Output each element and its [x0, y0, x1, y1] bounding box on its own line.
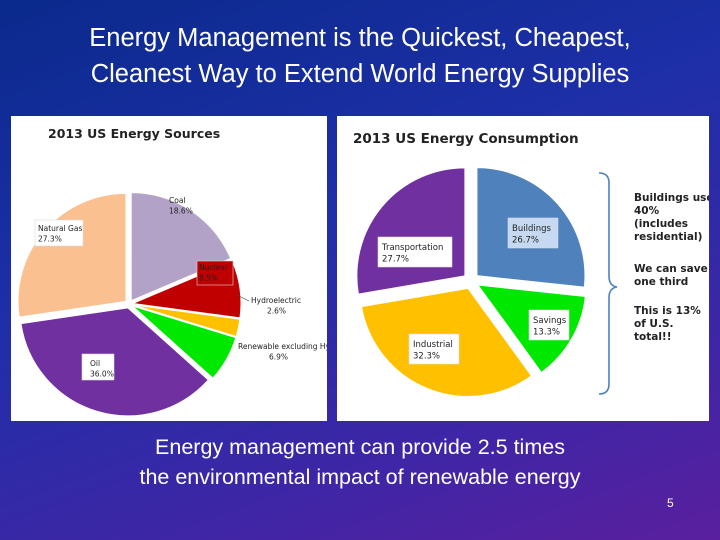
- data-label-name: Renewable excluding Hydro: [238, 342, 327, 351]
- energy-sources-chart: 2013 US Energy Sources Coal 18.6% Nuclear 8…: [17, 126, 343, 417]
- pie-slice-coal: [130, 192, 232, 302]
- leader-line: [234, 293, 250, 302]
- data-label-transportation: Transportation 27.7%: [377, 236, 453, 268]
- data-label-name: Nuclear: [199, 263, 229, 272]
- annotation-line: one third: [634, 276, 688, 288]
- data-label-savings: Savings 13.3%: [528, 309, 570, 341]
- annotation-line: 40%: [634, 205, 660, 217]
- energy-sources-title: 2013 US Energy Sources: [48, 126, 220, 141]
- pie-slice-oil: [20, 307, 209, 417]
- annotation-line: This is 13%: [634, 305, 701, 317]
- data-label-industrial: Industrial 32.3%: [408, 333, 460, 365]
- page-number: 5: [667, 496, 674, 510]
- data-label-name: Coal: [169, 196, 186, 205]
- pie-slice-transportation: [356, 167, 466, 295]
- data-label-renewable-excluding-hydro: Renewable excluding Hydro 6.9%: [238, 342, 343, 362]
- data-label-value: 27.7%: [382, 255, 409, 265]
- slide-subtitle: Energy management can provide 2.5 times …: [0, 432, 720, 492]
- data-label-value: 18.6%: [169, 207, 193, 216]
- data-label-value: 13.3%: [533, 328, 560, 338]
- pie-slice-hydroelectric: [132, 304, 241, 338]
- data-label-oil: Oil 36.0%: [81, 353, 115, 381]
- annotation-line: We can save: [634, 263, 708, 275]
- data-label-nuclear: Nuclear 8.5%: [196, 260, 234, 286]
- data-label-value: 27.3%: [38, 235, 62, 244]
- data-label-name: Buildings: [512, 224, 551, 234]
- data-label-value: 8.5%: [199, 274, 218, 283]
- annotation-line: (includes: [634, 218, 688, 230]
- title-line-2: Cleanest Way to Extend World Energy Supp…: [90, 60, 630, 88]
- pie-slice-renewable-excluding-hydro: [132, 305, 237, 379]
- data-label-name: Natural Gas: [38, 224, 82, 233]
- data-label-box: [507, 217, 559, 249]
- consumption-annotation: Buildings use 40% (includes residential)…: [634, 192, 714, 343]
- annotation-line: of U.S.: [634, 318, 674, 330]
- data-label-name: Industrial: [413, 340, 453, 350]
- data-label-box: [81, 353, 115, 381]
- pie-slice-natural-gas: [17, 192, 127, 318]
- subtitle-line-2: the environmental impact of renewable en…: [139, 465, 581, 489]
- data-label-box: [408, 333, 460, 365]
- title-line-1: Energy Management is the Quickest, Cheap…: [89, 24, 631, 52]
- annotation-line: residential): [634, 231, 702, 243]
- data-label-value: 26.7%: [512, 236, 539, 246]
- data-label-name: Oil: [90, 359, 100, 368]
- data-label-box: [196, 260, 234, 286]
- data-label-box: [34, 219, 84, 247]
- data-label-value: 6.9%: [269, 353, 288, 362]
- data-label-value: 2.6%: [267, 307, 286, 316]
- data-label-coal: Coal 18.6%: [169, 196, 193, 216]
- slide-title: Energy Management is the Quickest, Cheap…: [0, 20, 720, 92]
- data-label-box: [528, 309, 570, 341]
- energy-consumption-chart: 2013 US Energy Consumption Buildings 26.7…: [353, 131, 714, 397]
- subtitle-line-1: Energy management can provide 2.5 times: [155, 435, 565, 459]
- energy-consumption-panel: 2013 US Energy Consumption Buildings 26.7…: [337, 116, 714, 421]
- data-label-hydroelectric: Hydroelectric 2.6%: [251, 296, 301, 316]
- data-label-natural-gas: Natural Gas 27.3%: [34, 219, 84, 247]
- data-label-name: Transportation: [381, 243, 443, 253]
- data-label-name: Hydroelectric: [251, 296, 301, 305]
- data-label-name: Savings: [533, 316, 567, 326]
- energy-sources-panel: 2013 US Energy Sources Coal 18.6% Nuclear 8…: [11, 116, 343, 421]
- data-label-box: [377, 236, 453, 268]
- annotation-line: Buildings use: [634, 192, 709, 204]
- data-label-value: 36.0%: [90, 370, 114, 379]
- bracket-icon: [598, 172, 618, 395]
- annotation-line: total!!: [634, 331, 672, 343]
- data-label-buildings: Buildings 26.7%: [507, 217, 559, 249]
- energy-consumption-title: 2013 US Energy Consumption: [353, 131, 579, 147]
- data-label-value: 32.3%: [413, 352, 440, 362]
